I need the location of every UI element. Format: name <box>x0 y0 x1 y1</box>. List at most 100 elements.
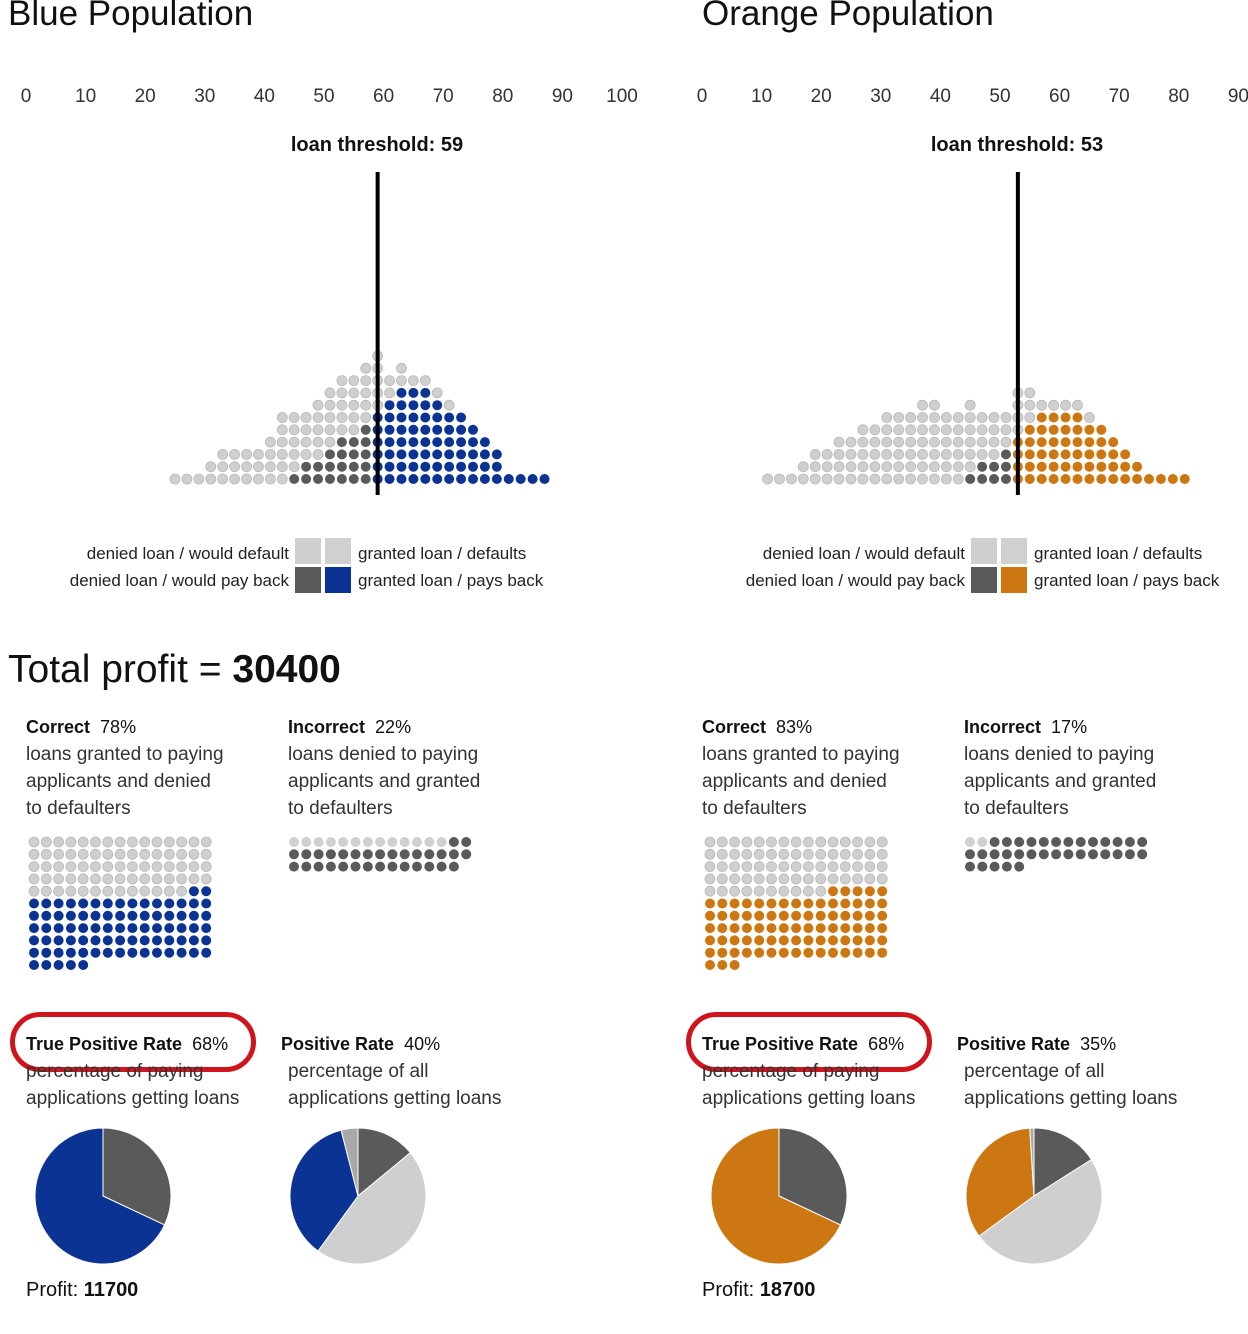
dot-granted-defaults <box>1024 412 1036 423</box>
pie-slice <box>965 1127 1035 1237</box>
dot-denied-would-default <box>929 399 940 411</box>
dot-denied-would-pay-back <box>1112 849 1123 860</box>
dot-denied-would-default <box>312 424 324 436</box>
axis-tick-label: 50 <box>313 86 335 107</box>
dot-granted-pays-back <box>729 923 740 934</box>
dot-denied-would-default <box>729 861 741 873</box>
dot-denied-would-pay-back <box>1112 837 1123 847</box>
pie-slice <box>102 1127 172 1226</box>
dot-denied-would-default <box>952 473 964 485</box>
legend-denied-payback-label: denied loan / would pay back <box>69 571 289 590</box>
blue-incorrect-heading: Incorrect 22% <box>288 717 412 737</box>
dot-denied-would-default <box>929 424 940 436</box>
dot-denied-would-default <box>869 436 881 448</box>
dot-denied-would-default <box>276 412 288 423</box>
dot-denied-would-default <box>169 473 181 485</box>
dot-granted-pays-back <box>408 474 419 484</box>
orange-profit-value: 18700 <box>759 1279 816 1301</box>
dot-denied-would-default <box>940 424 952 436</box>
orange-correct-dot-grid <box>704 836 888 970</box>
dot-denied-would-default <box>114 861 126 873</box>
dot-denied-would-default <box>940 448 952 460</box>
dot-granted-pays-back <box>1048 461 1059 472</box>
orange-population-dot-plot[interactable] <box>676 160 1248 500</box>
dot-denied-would-default <box>952 448 964 460</box>
dot-denied-would-default <box>976 436 988 448</box>
dot-granted-pays-back <box>864 898 875 909</box>
axis-tick-label: 10 <box>75 86 97 107</box>
dot-denied-would-default <box>929 473 940 485</box>
dot-granted-pays-back <box>152 910 162 921</box>
dot-denied-would-default <box>40 885 52 897</box>
legend-swatch-denied-payback <box>295 567 321 593</box>
dot-denied-would-default <box>200 836 212 848</box>
dot-denied-would-default <box>839 873 851 885</box>
dot-denied-would-default <box>77 861 89 873</box>
dot-denied-would-pay-back <box>965 849 975 860</box>
dot-denied-would-default <box>917 436 928 448</box>
dot-denied-would-default <box>1000 412 1012 423</box>
dot-granted-pays-back <box>53 960 64 970</box>
dot-denied-would-pay-back <box>313 461 324 472</box>
blue-population-dot-plot[interactable] <box>0 160 624 500</box>
dot-granted-pays-back <box>852 910 863 921</box>
dot-granted-pays-back <box>1084 424 1095 435</box>
dot-granted-pays-back <box>139 935 150 946</box>
orange-tpr-desc: percentage of paying applications gettin… <box>702 1061 916 1109</box>
dot-granted-pays-back <box>864 886 875 897</box>
dot-granted-pays-back <box>1096 437 1107 448</box>
dot-granted-pays-back <box>877 935 888 946</box>
dot-granted-pays-back <box>1108 461 1119 472</box>
dot-granted-pays-back <box>1060 449 1071 460</box>
dot-denied-would-default <box>797 461 809 473</box>
dot-denied-would-default <box>766 861 777 873</box>
axis-tick-label: 80 <box>1168 86 1190 107</box>
dot-granted-pays-back <box>188 923 199 934</box>
dot-denied-would-pay-back <box>375 861 386 872</box>
dot-denied-would-default <box>53 861 65 873</box>
dot-denied-would-default <box>869 448 881 460</box>
dot-granted-pays-back <box>1036 412 1047 423</box>
dot-denied-would-default <box>929 436 940 448</box>
dot-denied-would-pay-back <box>977 474 988 484</box>
legend-granted-default-label: granted loan / defaults <box>358 544 527 563</box>
dot-granted-pays-back <box>468 424 478 435</box>
dot-granted-pays-back <box>420 437 431 448</box>
dot-granted-pays-back <box>754 935 765 946</box>
dot-denied-would-pay-back <box>325 861 336 872</box>
dot-granted-pays-back <box>432 461 443 472</box>
dot-denied-would-pay-back <box>301 861 312 872</box>
dot-granted-pays-back <box>729 910 740 921</box>
dot-granted-pays-back <box>840 898 851 909</box>
dot-granted-pays-back <box>778 910 789 921</box>
dot-denied-would-default <box>852 836 864 848</box>
dot-denied-would-pay-back <box>977 849 988 860</box>
dot-granted-pays-back <box>1167 474 1178 484</box>
dot-granted-pays-back <box>1108 474 1119 484</box>
dot-denied-would-pay-back <box>324 449 335 460</box>
dot-denied-would-pay-back <box>1088 837 1098 847</box>
dot-granted-pays-back <box>468 437 478 448</box>
dot-denied-would-default <box>786 473 797 485</box>
dot-granted-pays-back <box>840 886 851 897</box>
dot-denied-would-default <box>151 873 163 885</box>
dot-denied-would-default <box>766 848 777 860</box>
dot-granted-pays-back <box>766 910 777 921</box>
dot-denied-would-pay-back <box>448 837 459 847</box>
dot-granted-pays-back <box>29 960 39 970</box>
axis-tick-label: 0 <box>20 86 32 107</box>
dot-denied-would-pay-back <box>989 849 1000 860</box>
dot-granted-pays-back <box>102 947 113 958</box>
dot-granted-pays-back <box>164 923 175 934</box>
dot-denied-would-default <box>28 848 40 860</box>
dot-denied-would-pay-back <box>1014 837 1025 847</box>
dot-granted-pays-back <box>468 449 478 460</box>
dot-granted-pays-back <box>78 898 89 909</box>
dot-granted-pays-back <box>717 910 728 921</box>
orange-correct-value: 83% <box>776 717 813 737</box>
dot-denied-would-pay-back <box>436 861 447 872</box>
dot-denied-would-pay-back <box>362 849 373 860</box>
dot-denied-would-default <box>40 848 52 860</box>
dot-denied-would-default <box>53 873 65 885</box>
dot-granted-pays-back <box>791 910 802 921</box>
